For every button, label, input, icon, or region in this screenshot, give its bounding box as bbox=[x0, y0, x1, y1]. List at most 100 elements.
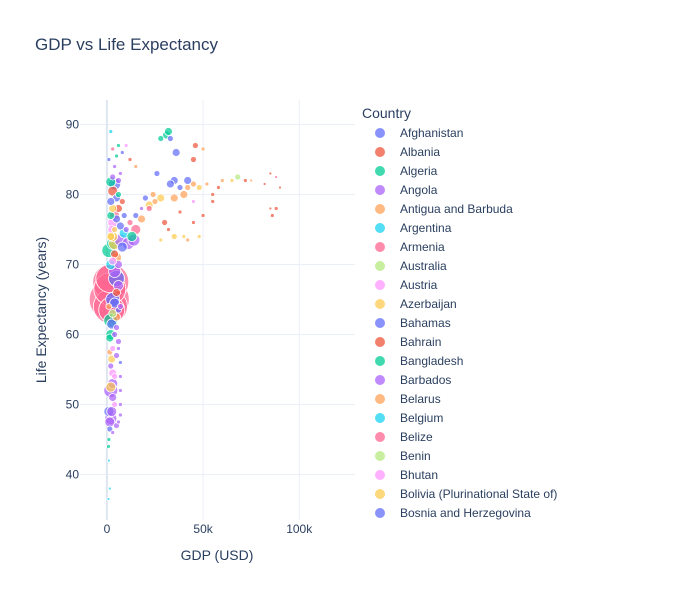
data-point[interactable] bbox=[111, 373, 119, 380]
data-point[interactable] bbox=[109, 345, 117, 352]
legend-item[interactable]: Australia bbox=[375, 259, 447, 273]
data-point[interactable] bbox=[126, 231, 138, 242]
data-point[interactable] bbox=[106, 406, 118, 417]
legend-item[interactable]: Armenia bbox=[375, 240, 445, 254]
data-point[interactable] bbox=[177, 209, 183, 215]
data-point[interactable] bbox=[242, 178, 248, 183]
data-point[interactable] bbox=[115, 221, 125, 231]
data-point[interactable] bbox=[171, 148, 181, 157]
data-point[interactable] bbox=[113, 352, 120, 359]
data-point[interactable] bbox=[118, 198, 126, 205]
data-point[interactable] bbox=[106, 197, 116, 206]
data-point[interactable] bbox=[229, 178, 235, 183]
legend-item[interactable]: Bosnia and Herzegovina bbox=[375, 506, 531, 520]
data-point[interactable] bbox=[274, 175, 279, 179]
data-point[interactable] bbox=[117, 402, 123, 407]
data-point[interactable] bbox=[185, 237, 191, 243]
data-point[interactable] bbox=[114, 153, 119, 159]
data-point[interactable] bbox=[190, 180, 197, 188]
data-point[interactable] bbox=[184, 184, 192, 191]
data-point[interactable] bbox=[105, 381, 117, 393]
data-point[interactable] bbox=[204, 181, 210, 187]
data-point[interactable] bbox=[109, 297, 121, 309]
legend-item[interactable]: Barbados bbox=[375, 373, 451, 387]
data-point[interactable] bbox=[145, 205, 153, 212]
data-point[interactable] bbox=[190, 156, 197, 163]
data-point[interactable] bbox=[166, 135, 174, 142]
data-point[interactable] bbox=[117, 171, 123, 176]
data-point[interactable] bbox=[176, 184, 184, 191]
legend-item[interactable]: Argentina bbox=[375, 221, 452, 235]
data-point[interactable] bbox=[116, 241, 128, 253]
data-point[interactable] bbox=[165, 179, 175, 189]
data-point[interactable] bbox=[116, 303, 124, 310]
data-point[interactable] bbox=[137, 214, 146, 224]
data-point[interactable] bbox=[108, 129, 114, 134]
legend-item[interactable]: Algeria bbox=[375, 164, 438, 178]
data-point[interactable] bbox=[191, 142, 199, 149]
legend[interactable]: Afghanistan Albania Algeria Angola Antigua a… bbox=[375, 126, 557, 520]
data-point[interactable] bbox=[116, 419, 121, 425]
data-point[interactable] bbox=[108, 256, 118, 266]
data-point[interactable] bbox=[116, 346, 121, 351]
legend-item[interactable]: Benin bbox=[375, 449, 431, 463]
data-point[interactable] bbox=[157, 135, 165, 142]
data-point[interactable] bbox=[106, 444, 111, 449]
data-point[interactable] bbox=[123, 143, 129, 148]
legend-item[interactable]: Bangladesh bbox=[375, 354, 463, 368]
data-point[interactable] bbox=[108, 309, 118, 318]
data-point[interactable] bbox=[133, 164, 139, 169]
data-point[interactable] bbox=[269, 213, 275, 218]
legend-item[interactable]: Albania bbox=[375, 145, 440, 159]
data-point[interactable] bbox=[210, 192, 216, 197]
data-point[interactable] bbox=[166, 227, 171, 232]
data-point[interactable] bbox=[200, 213, 206, 218]
data-point[interactable] bbox=[179, 190, 189, 199]
data-point[interactable] bbox=[117, 374, 123, 379]
legend-item[interactable]: Antigua and Barbuda bbox=[375, 202, 513, 216]
data-point[interactable] bbox=[111, 331, 119, 338]
legend-item[interactable]: Bolivia (Plurinational State of) bbox=[375, 487, 557, 501]
data-point[interactable] bbox=[107, 362, 115, 370]
legend-item[interactable]: Angola bbox=[375, 183, 438, 197]
data-point[interactable] bbox=[120, 212, 128, 219]
data-point[interactable] bbox=[273, 206, 279, 211]
data-point[interactable] bbox=[122, 226, 130, 233]
legend-item[interactable]: Bahamas bbox=[375, 316, 451, 330]
legend-item[interactable]: Belarus bbox=[375, 392, 441, 406]
data-point[interactable] bbox=[113, 324, 120, 331]
legend-item[interactable]: Afghanistan bbox=[375, 126, 463, 140]
data-point[interactable] bbox=[196, 234, 202, 239]
data-point[interactable] bbox=[112, 164, 118, 169]
legend-item[interactable]: Azerbaijan bbox=[375, 297, 457, 311]
data-point[interactable] bbox=[170, 233, 178, 240]
data-point[interactable] bbox=[111, 226, 119, 233]
data-point[interactable] bbox=[105, 303, 113, 310]
data-point[interactable] bbox=[262, 182, 267, 186]
data-point[interactable] bbox=[111, 401, 119, 408]
data-point[interactable] bbox=[106, 497, 111, 501]
data-point[interactable] bbox=[268, 171, 273, 176]
data-point[interactable] bbox=[141, 194, 149, 202]
data-point[interactable] bbox=[127, 157, 133, 162]
data-point[interactable] bbox=[115, 338, 122, 345]
data-point[interactable] bbox=[110, 146, 116, 152]
data-point[interactable] bbox=[181, 234, 187, 239]
data-point[interactable] bbox=[139, 206, 144, 211]
data-point[interactable] bbox=[278, 185, 282, 190]
data-point[interactable] bbox=[106, 458, 111, 463]
data-point[interactable] bbox=[158, 237, 164, 243]
data-point[interactable] bbox=[117, 360, 123, 365]
data-point[interactable] bbox=[210, 199, 216, 204]
data-point[interactable] bbox=[216, 185, 221, 190]
data-point[interactable] bbox=[191, 220, 196, 225]
data-point[interactable] bbox=[191, 199, 196, 204]
data-point[interactable] bbox=[116, 143, 121, 148]
data-point[interactable] bbox=[126, 219, 134, 226]
data-point[interactable] bbox=[153, 170, 161, 177]
data-point[interactable] bbox=[107, 486, 112, 491]
data-point[interactable] bbox=[108, 393, 118, 402]
legend-item[interactable]: Bahrain bbox=[375, 335, 441, 349]
data-point[interactable] bbox=[117, 412, 123, 418]
data-point[interactable] bbox=[115, 191, 122, 198]
